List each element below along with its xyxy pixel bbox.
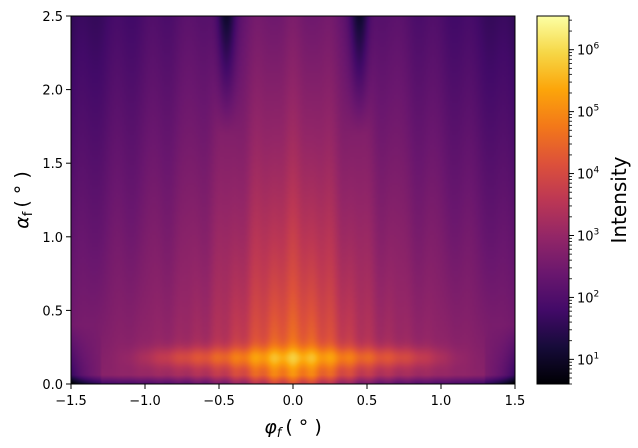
x-tick-label: −1.5 (55, 394, 87, 409)
colorbar-tick-label: 106 (577, 42, 600, 59)
heatmap-image (71, 16, 515, 384)
x-axis: −1.5 −1.0 −0.5 0.0 0.5 1.0 1.5 (55, 384, 525, 409)
colorbar-frame (536, 15, 570, 385)
colorbar: 101 102 103 104 105 106 Intensity (536, 15, 631, 385)
colorbar-label: Intensity (607, 156, 631, 243)
colorbar-ticks: 101 102 103 104 105 106 (569, 19, 600, 385)
y-tick-label: 2.0 (42, 84, 63, 99)
y-axis-label: αf( ° ) (11, 171, 36, 229)
colorbar-tick-label: 104 (577, 166, 600, 183)
y-tick-label: 1.0 (42, 231, 63, 246)
x-tick-label: −1.0 (129, 394, 161, 409)
x-axis-label: φf( ° ) (264, 416, 322, 441)
colorbar-tick-label: 102 (577, 289, 599, 306)
x-tick-label: −0.5 (203, 394, 235, 409)
y-tick-label: 2.5 (42, 10, 63, 25)
y-axis: 0.0 0.5 1.0 1.5 2.0 2.5 (42, 10, 71, 393)
heatmap-area (70, 15, 516, 385)
x-tick-label: 1.5 (505, 394, 526, 409)
colorbar-gradient (537, 16, 569, 384)
y-tick-label: 1.5 (42, 157, 63, 172)
y-tick-label: 0.5 (42, 304, 63, 319)
x-tick-label: 0.5 (357, 394, 378, 409)
colorbar-tick-label: 105 (577, 104, 599, 121)
x-tick-label: 0.0 (283, 394, 304, 409)
y-tick-label: 0.0 (42, 378, 63, 393)
colorbar-tick-label: 101 (577, 351, 599, 368)
x-tick-label: 1.0 (431, 394, 452, 409)
colorbar-tick-label: 103 (577, 227, 599, 244)
